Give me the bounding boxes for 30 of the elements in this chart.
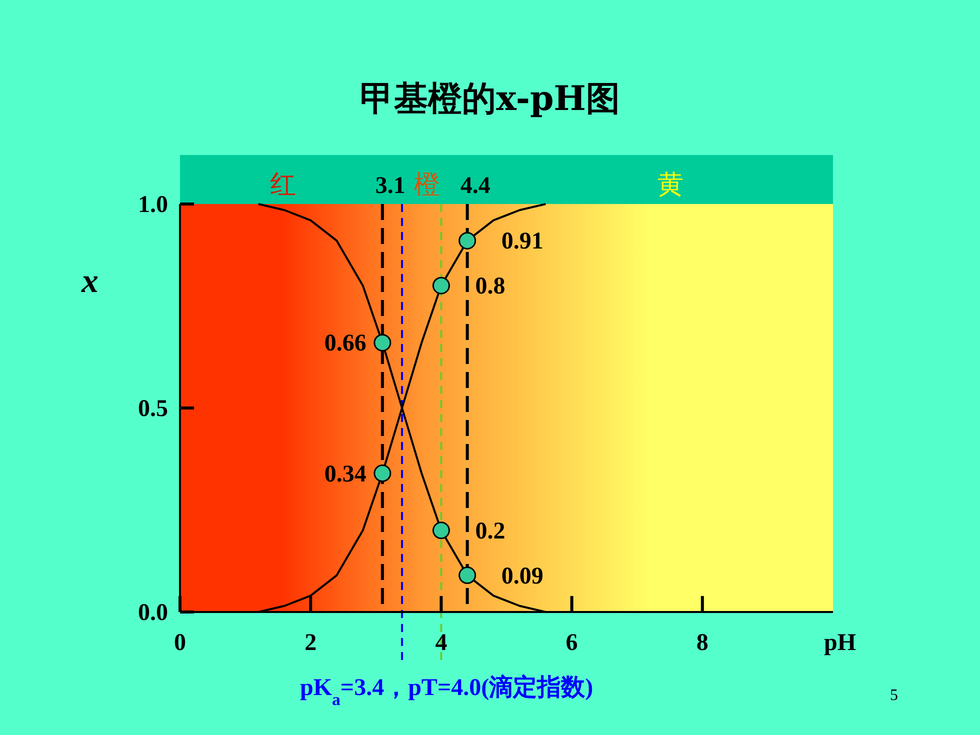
ref-line-label: 4.4 [460, 173, 490, 199]
band-label: 黄 [657, 169, 684, 199]
point [458, 232, 476, 250]
point [458, 566, 476, 584]
data-label: 0.34 [324, 461, 366, 488]
data-label: 0.91 [501, 228, 544, 255]
x-tick-label: 8 [696, 630, 708, 656]
data-label: 0.66 [324, 330, 366, 357]
text: pK$_{a}$=3.4，pT=4.0(滴定指数) [300, 674, 594, 708]
y-tick-label: 0.0 [138, 600, 168, 626]
y-tick-label: 0.5 [138, 396, 168, 422]
x-tick-label: 4 [435, 630, 448, 656]
data-label: 0.8 [475, 274, 506, 300]
point [374, 334, 392, 352]
chart-title: 甲基橙的x-pH图 [360, 79, 620, 119]
text: 5 [890, 687, 898, 704]
band-label: 橙 [414, 169, 440, 199]
point [432, 522, 450, 540]
ref-line-label: 3.1 [375, 173, 406, 199]
band-label: 红 [270, 169, 296, 199]
x-tick-label: 0 [174, 630, 186, 656]
y-tick-label: 1.0 [138, 192, 168, 218]
x-tick-label: 2 [304, 630, 317, 656]
point [374, 464, 392, 482]
y-axis-title: x [80, 263, 98, 300]
x-tick-label: 6 [566, 630, 578, 656]
data-label: 0.09 [501, 563, 544, 590]
x-axis-title: pH [824, 630, 856, 656]
data-label: 0.2 [475, 518, 506, 544]
point [432, 276, 450, 294]
